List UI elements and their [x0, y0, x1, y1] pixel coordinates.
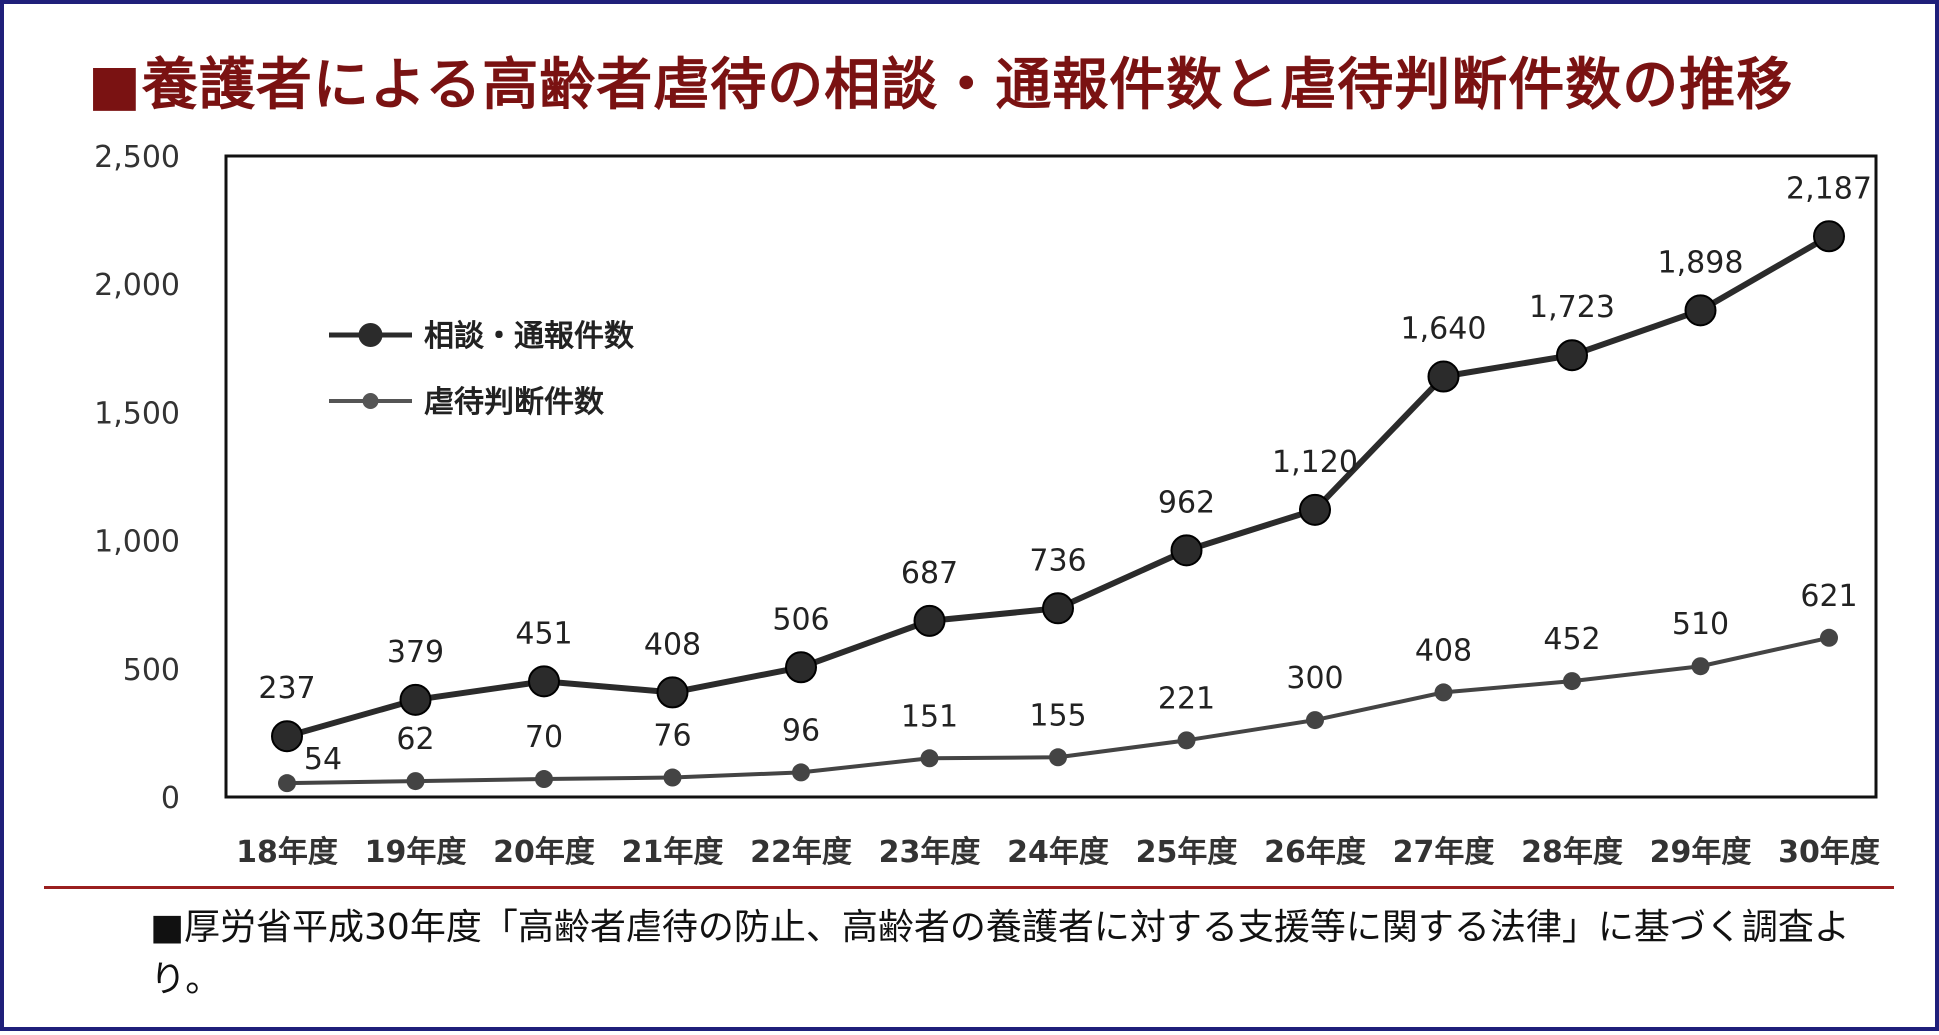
y-tick-label: 2,000 [94, 268, 180, 303]
x-tick-label: 22年度 [750, 835, 852, 870]
line-chart: 0 500 1,000 1,500 2,000 2,500 18年度 19年度 20年度 21年度… [94, 140, 1880, 870]
x-tick-label: 19年度 [365, 835, 467, 870]
series-consultation-point [1556, 339, 1588, 372]
series-abuse-judgment-data-label: 221 [1158, 681, 1215, 716]
source-note: ■厚労省平成30年度「高齢者虐待の防止、高齢者の養護者に対する支援等に関する法律… [150, 907, 1850, 1000]
series-consultation-point [271, 720, 303, 753]
legend-abuse-judgment-marker [362, 393, 379, 409]
y-tick-label: 500 [123, 653, 180, 688]
series-abuse-judgment-data-label: 155 [1029, 698, 1086, 733]
y-tick-label: 1,500 [94, 396, 180, 431]
series-consultation-data-label: 1,640 [1401, 312, 1487, 347]
x-tick-label: 30年度 [1778, 835, 1880, 870]
series-consultation-point [1042, 592, 1074, 625]
series-consultation-data-label: 237 [258, 671, 315, 706]
series-abuse-judgment-data-label: 96 [782, 713, 820, 748]
series-abuse-judgment-data-label: 54 [304, 742, 342, 777]
series-abuse-judgment-point [535, 770, 553, 789]
series-consultation-point [1170, 534, 1203, 567]
y-tick-label: 2,500 [94, 140, 180, 175]
series-abuse-judgment-data-label: 151 [901, 699, 958, 734]
series-abuse-judgment-point [1434, 683, 1453, 702]
x-tick-label: 29年度 [1650, 835, 1752, 870]
series-consultation-point [785, 651, 817, 684]
series-consultation-point [528, 665, 560, 698]
series-consultation-data-label: 2,187 [1786, 171, 1872, 206]
series-abuse-judgment-point [278, 774, 296, 793]
series-abuse-judgment-point [1049, 748, 1067, 767]
series-abuse-judgment-data-label: 452 [1543, 622, 1600, 657]
series-abuse-judgment-point [406, 772, 425, 791]
series-consultation-data-label: 379 [387, 635, 444, 670]
series-abuse-judgment-data-label: 62 [396, 722, 434, 757]
x-tick-label: 21年度 [622, 835, 724, 870]
legend-abuse-judgment-label: 虐待判断件数 [424, 385, 605, 420]
series-abuse-judgment-data-label: 300 [1286, 661, 1343, 696]
series-abuse-judgment-point [1563, 672, 1581, 691]
series-consultation-data-label: 408 [644, 627, 701, 662]
x-tick-label: 18年度 [236, 835, 338, 870]
series-consultation-point [1299, 493, 1331, 526]
series-abuse-judgment-point [1691, 657, 1710, 676]
series-abuse-judgment-data-label: 408 [1415, 633, 1472, 668]
x-tick-label: 25年度 [1136, 835, 1238, 870]
series-consultation-data-label: 451 [515, 616, 572, 651]
series-consultation-data-label: 736 [1029, 543, 1086, 578]
series-abuse-judgment-point [1306, 711, 1324, 730]
series-abuse-judgment-data-label: 70 [525, 720, 563, 755]
series-abuse-judgment-data-label: 76 [653, 719, 691, 754]
series-consultation-data-label: 1,120 [1272, 445, 1358, 480]
series-consultation-data-label: 687 [901, 556, 958, 591]
x-tick-label: 26年度 [1264, 835, 1366, 870]
series-abuse-judgment-point [663, 768, 682, 787]
series-abuse-judgment-point [1177, 731, 1196, 750]
series-consultation-point [1684, 294, 1717, 327]
y-tick-label: 1,000 [94, 525, 180, 560]
series-consultation-data-label: 1,723 [1529, 290, 1615, 325]
series-consultation-point [656, 676, 689, 709]
x-tick-label: 20年度 [493, 835, 595, 870]
chart-title: ■養護者による高齢者虐待の相談・通報件数と虐待判断件数の推移 [88, 53, 1794, 118]
x-tick-label: 23年度 [879, 835, 981, 870]
series-consultation-point [1427, 360, 1460, 393]
series-abuse-judgment-point [792, 763, 810, 782]
x-tick-label: 27年度 [1393, 835, 1495, 870]
series-consultation-data-label: 1,898 [1658, 245, 1744, 280]
y-tick-label: 0 [161, 781, 180, 816]
series-consultation-data-label: 962 [1158, 485, 1215, 520]
x-tick-label: 24年度 [1007, 835, 1109, 870]
legend-consultation-label: 相談・通報件数 [424, 319, 635, 354]
series-consultation-point [1813, 220, 1845, 253]
x-tick-label: 28年度 [1521, 835, 1623, 870]
legend-consultation-marker [358, 323, 383, 347]
series-abuse-judgment-data-label: 621 [1800, 579, 1857, 614]
plot-area-frame [224, 154, 1878, 799]
series-abuse-judgment-point [1820, 628, 1838, 647]
series-consultation-data-label: 506 [772, 602, 829, 637]
series-abuse-judgment-data-label: 510 [1672, 607, 1729, 642]
series-abuse-judgment-point [920, 749, 939, 768]
series-consultation-point [399, 683, 432, 716]
divider-rule [44, 886, 1894, 889]
series-consultation-point [913, 604, 946, 637]
